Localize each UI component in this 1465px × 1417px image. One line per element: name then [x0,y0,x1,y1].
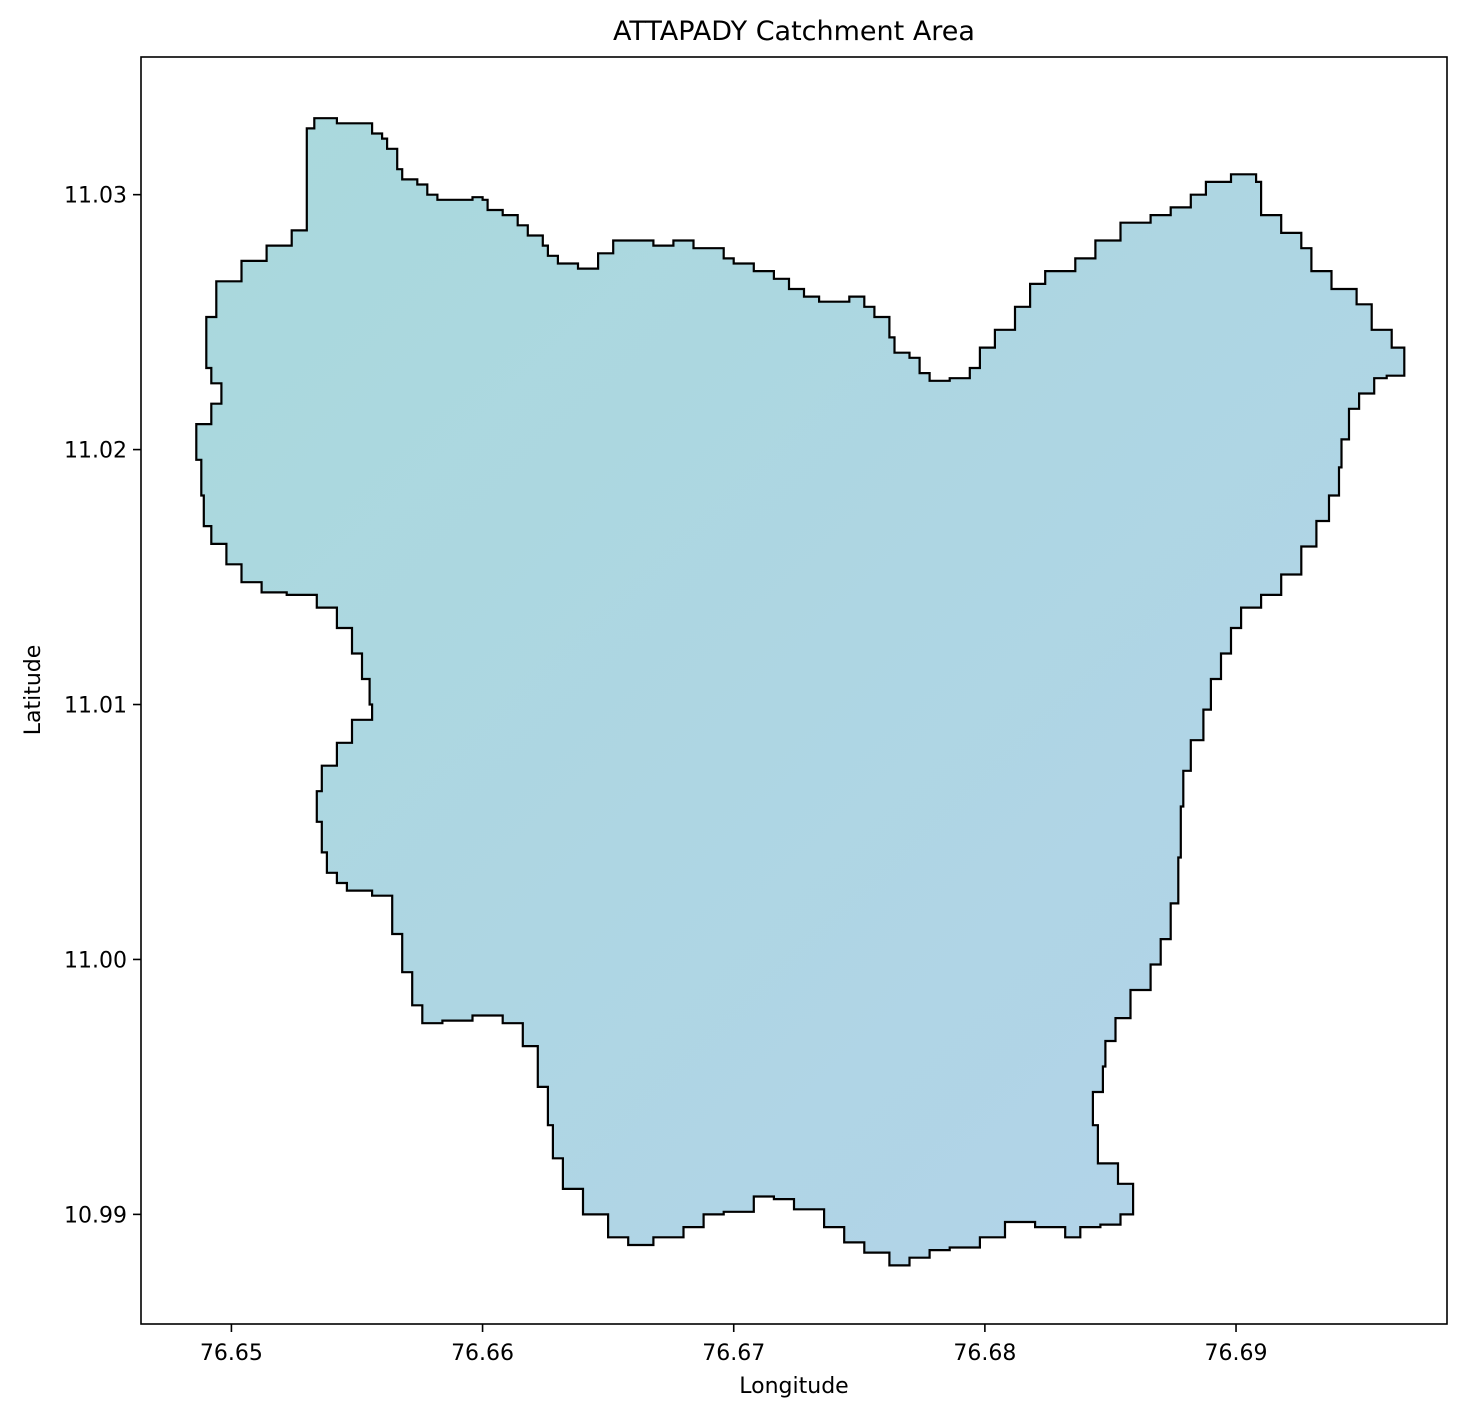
x-tick-label: 76.68 [953,1341,1016,1366]
y-tick-label: 10.99 [64,1203,127,1228]
y-axis-ticks: 10.99 11.00 11.01 11.02 11.03 [64,184,141,1228]
x-axis-label: Longitude [739,1374,848,1399]
chart-title: ATTAPADY Catchment Area [613,16,975,47]
x-axis-ticks: 76.65 76.66 76.67 76.68 76.69 [200,1324,1268,1366]
y-tick-label: 11.03 [64,184,127,209]
y-axis-label: Latitude [21,645,46,736]
x-tick-label: 76.66 [451,1341,514,1366]
x-tick-label: 76.67 [702,1341,765,1366]
y-tick-label: 11.02 [64,439,127,464]
plot-frame [140,56,1448,1325]
y-tick-label: 11.01 [64,694,127,719]
y-tick-label: 11.00 [64,948,127,973]
catchment-polygon [195,117,1406,1267]
plot-area [195,117,1406,1267]
x-tick-label: 76.65 [200,1341,263,1366]
x-tick-label: 76.69 [1205,1341,1268,1366]
